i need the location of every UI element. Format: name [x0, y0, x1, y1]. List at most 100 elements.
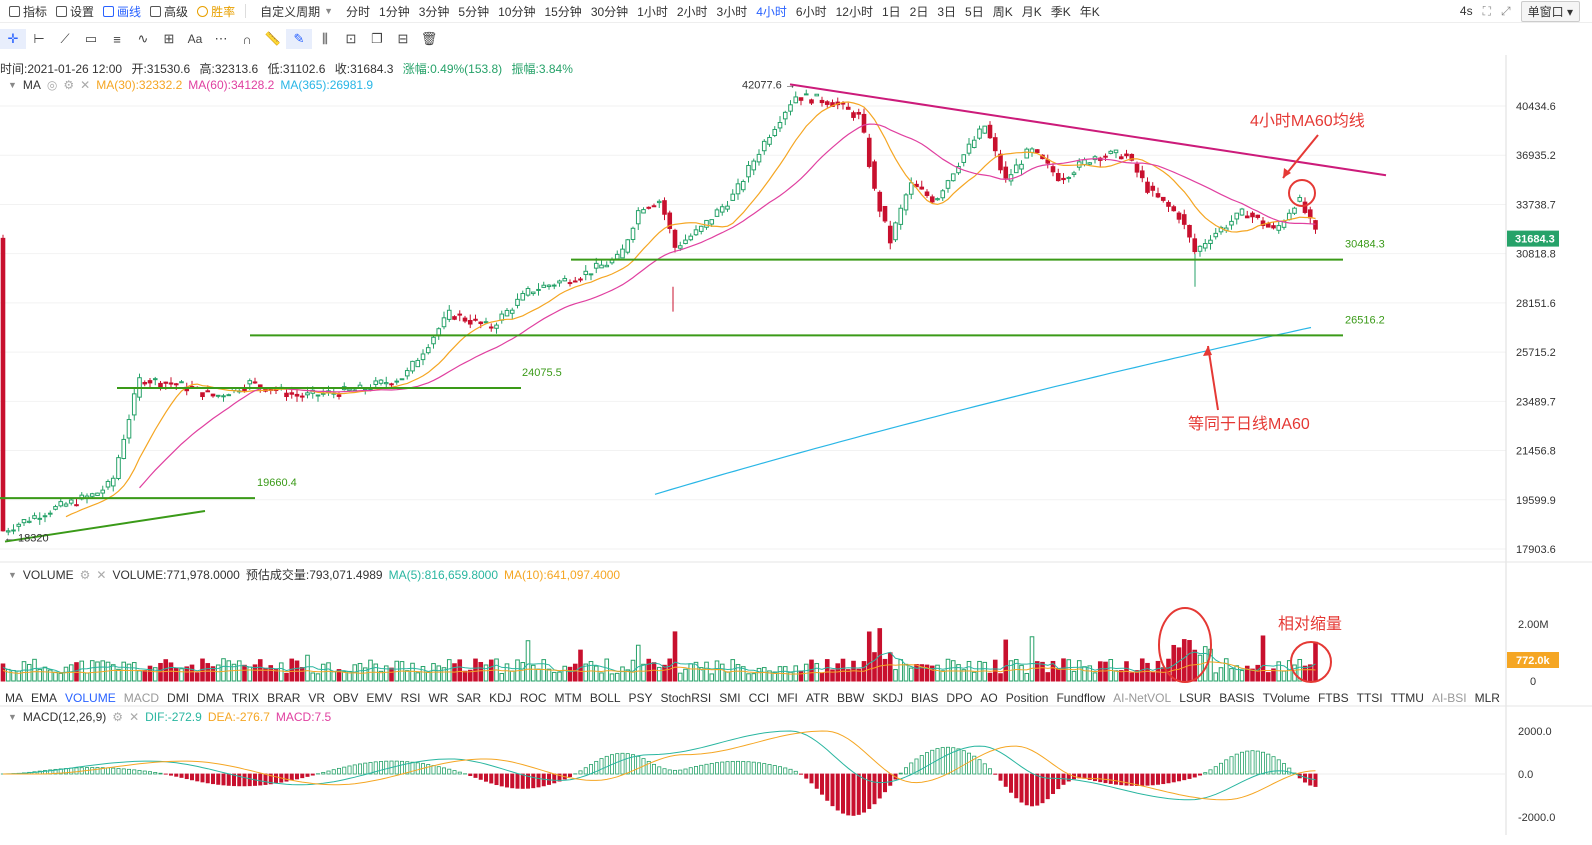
indicator-tab[interactable]: BRAR	[267, 691, 301, 705]
indicator-tab[interactable]: KDJ	[489, 691, 512, 705]
indicator-tab[interactable]: MTM	[554, 691, 582, 705]
expand-icon[interactable]: ⤢	[1501, 3, 1511, 18]
period-option[interactable]: 5日	[965, 4, 984, 19]
indicator-tab[interactable]: AI-BSI	[1431, 691, 1467, 705]
period-option[interactable]: 30分钟	[590, 4, 629, 19]
period-option[interactable]: 1分钟	[379, 4, 410, 19]
indicator-tab[interactable]: LSUR	[1179, 691, 1212, 705]
indicator-tab[interactable]: TTMU	[1390, 691, 1424, 705]
indicator-tab[interactable]: Position	[1005, 691, 1049, 705]
parallel-lines-tool-icon[interactable]: ≡	[113, 31, 121, 47]
period-option[interactable]: 5分钟	[458, 4, 490, 19]
indicator-tab[interactable]: TTSI	[1356, 691, 1383, 705]
indicator-tab[interactable]: StochRSI	[660, 691, 712, 705]
period-option[interactable]: 6小时	[795, 4, 827, 19]
trend-line-tool-icon[interactable]: ⟋	[60, 31, 70, 46]
indicator-tab[interactable]: TVolume	[1262, 691, 1310, 705]
magnet-tool-icon[interactable]: ∩	[242, 31, 252, 47]
period-option[interactable]: 10分钟	[498, 4, 536, 19]
indicator-tab[interactable]: ROC	[519, 691, 547, 705]
period-option[interactable]: 15分钟	[544, 4, 582, 19]
custom-period-dropdown[interactable]: 自定义周期	[260, 4, 321, 19]
period-option[interactable]: 3日	[937, 4, 957, 19]
indicator-tab[interactable]: Fundflow	[1056, 691, 1106, 705]
indicator-tab[interactable]: EMA	[31, 691, 58, 705]
indicator-tab[interactable]: MLR	[1474, 691, 1500, 705]
gear-icon[interactable]: ⚙	[63, 78, 75, 92]
horizontal-line-tool-icon[interactable]: ⊢	[33, 31, 45, 46]
period-option[interactable]: 1小时	[637, 4, 668, 19]
indicator-tab[interactable]: MFI	[777, 691, 798, 705]
indicator-tab[interactable]: SKDJ	[872, 691, 904, 705]
indicator-tab[interactable]: VOLUME	[65, 691, 116, 705]
indicator-tab[interactable]: SAR	[456, 691, 482, 705]
indicator-tab[interactable]: EMV	[366, 691, 393, 705]
indicator-tab[interactable]: AI-NetVOL	[1113, 691, 1172, 705]
indicator-tab[interactable]: CCI	[748, 691, 770, 705]
indicator-tab[interactable]: SMI	[719, 691, 741, 705]
period-option[interactable]: 周K	[992, 4, 1013, 19]
macd-histogram-bar	[336, 767, 341, 775]
indicator-tab[interactable]: BIAS	[911, 691, 939, 705]
lock-tool-icon[interactable]: ⫼	[322, 31, 328, 46]
refresh-interval[interactable]: 4s	[1459, 4, 1473, 18]
trash-icon[interactable]: 🗑	[420, 31, 438, 46]
indicator-tab[interactable]: RSI	[400, 691, 421, 705]
screenshot-tool-icon[interactable]: ⊟	[397, 31, 409, 46]
indicator-tab[interactable]: TRIX	[231, 691, 260, 705]
gear-icon[interactable]: ⚙	[112, 710, 124, 724]
indicator-tab[interactable]: OBV	[333, 691, 359, 705]
period-option[interactable]: 季K	[1050, 4, 1071, 19]
chevron-down-icon[interactable]: ▼	[8, 569, 17, 580]
menu-settings[interactable]: 设置	[56, 3, 94, 20]
window-mode-button[interactable]: 单窗口 ▾	[1520, 0, 1580, 22]
chevron-down-icon[interactable]: ▼	[8, 712, 17, 722]
menu-advanced[interactable]: 高级	[150, 3, 188, 20]
menu-draw-line[interactable]: 画线	[103, 3, 141, 20]
indicator-tab[interactable]: WR	[428, 691, 449, 705]
crosshair-tool-icon[interactable]: ✛	[0, 29, 26, 49]
close-icon[interactable]: ✕	[96, 567, 107, 582]
macd-histogram-bar	[1203, 772, 1208, 775]
indicator-tab[interactable]: DMA	[197, 691, 224, 705]
indicator-tab[interactable]: BOLL	[589, 691, 621, 705]
hide-tool-icon[interactable]: ⊡	[345, 31, 357, 46]
indicator-tab[interactable]: MACD	[123, 691, 160, 705]
indicator-tab[interactable]: BBW	[837, 691, 865, 705]
draw-mode-icon[interactable]: ✎	[286, 29, 312, 49]
gear-icon[interactable]: ⚙	[79, 567, 91, 582]
close-icon[interactable]: ✕	[80, 78, 91, 92]
period-option[interactable]: 3小时	[716, 4, 748, 19]
eye-icon[interactable]: ◎	[46, 78, 58, 92]
indicator-tab[interactable]: DMI	[167, 691, 190, 705]
close-icon[interactable]: ✕	[129, 710, 140, 724]
period-option[interactable]: 分时	[346, 4, 371, 19]
copy-tool-icon[interactable]: ❐	[371, 31, 383, 46]
menu-indicator[interactable]: 指标	[9, 3, 47, 20]
period-option[interactable]: 2日	[909, 4, 929, 19]
period-option[interactable]: 1日	[881, 4, 901, 19]
wave-tool-icon[interactable]: ∿	[137, 31, 149, 46]
chevron-down-icon[interactable]: ▼	[8, 80, 17, 90]
period-option[interactable]: 月K	[1021, 4, 1042, 19]
menu-win-rate[interactable]: 胜率	[197, 3, 235, 20]
text-tool-icon[interactable]: Aa	[187, 32, 203, 46]
indicator-tab[interactable]: AO	[980, 691, 998, 705]
indicator-tab[interactable]: VR	[308, 691, 326, 705]
indicator-tab[interactable]: ATR	[805, 691, 830, 705]
period-option[interactable]: 12小时	[835, 4, 873, 19]
rectangle-tool-icon[interactable]: ▭	[84, 31, 98, 46]
indicator-tab[interactable]: DPO	[946, 691, 973, 705]
period-option[interactable]: 年K	[1079, 4, 1100, 19]
period-option[interactable]: 3分钟	[418, 4, 450, 19]
indicator-tab[interactable]: BASIS	[1219, 691, 1255, 705]
period-option[interactable]: 2小时	[676, 4, 708, 19]
period-option[interactable]: 4小时	[756, 4, 787, 19]
fullscreen-icon[interactable]: ⛶	[1482, 3, 1492, 18]
indicator-tab[interactable]: FTBS	[1317, 691, 1349, 705]
indicator-tab[interactable]: PSY	[628, 691, 653, 705]
indicator-tab[interactable]: MA	[5, 691, 23, 705]
ruler-tool-icon[interactable]: 📏	[264, 31, 282, 46]
measure-tool-icon[interactable]: ⊞	[163, 31, 175, 46]
fibonacci-tool-icon[interactable]: ⋯	[214, 31, 228, 46]
